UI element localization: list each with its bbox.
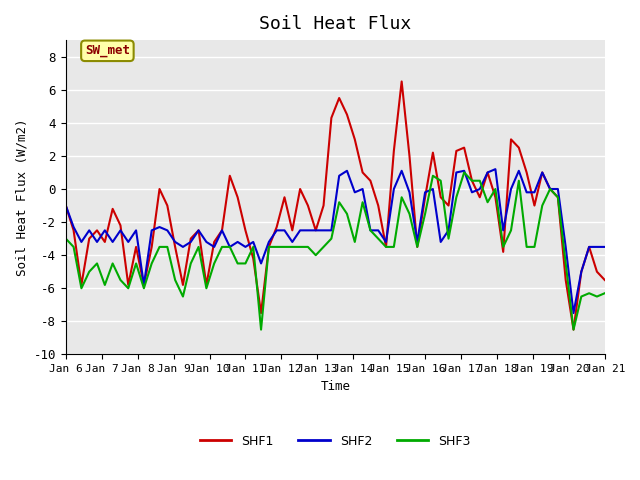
Y-axis label: Soil Heat Flux (W/m2): Soil Heat Flux (W/m2) bbox=[15, 119, 28, 276]
SHF3 bbox=[367, 228, 374, 233]
SHF1 bbox=[226, 173, 234, 179]
SHF3 bbox=[460, 169, 468, 175]
SHF1 bbox=[359, 169, 367, 175]
SHF2 bbox=[187, 239, 195, 245]
SHF2 bbox=[601, 244, 609, 250]
SHF1 bbox=[398, 79, 406, 84]
SHF3 bbox=[62, 236, 70, 241]
SHF3 bbox=[132, 261, 140, 266]
SHF3 bbox=[538, 203, 546, 208]
SHF2 bbox=[62, 203, 70, 208]
SHF2 bbox=[492, 166, 499, 172]
Text: SW_met: SW_met bbox=[85, 44, 130, 57]
SHF3 bbox=[601, 290, 609, 296]
SHF1 bbox=[570, 327, 577, 333]
Line: SHF1: SHF1 bbox=[66, 82, 605, 330]
SHF3 bbox=[296, 244, 304, 250]
SHF2 bbox=[289, 239, 296, 245]
SHF3 bbox=[187, 261, 195, 266]
SHF1 bbox=[187, 236, 195, 241]
SHF2 bbox=[359, 186, 367, 192]
Legend: SHF1, SHF2, SHF3: SHF1, SHF2, SHF3 bbox=[195, 430, 476, 453]
SHF2 bbox=[226, 244, 234, 250]
SHF1 bbox=[601, 277, 609, 283]
SHF1 bbox=[531, 203, 538, 208]
SHF1 bbox=[132, 244, 140, 250]
Title: Soil Heat Flux: Soil Heat Flux bbox=[259, 15, 412, 33]
SHF2 bbox=[570, 310, 577, 316]
Line: SHF2: SHF2 bbox=[66, 169, 605, 313]
SHF2 bbox=[531, 190, 538, 195]
X-axis label: Time: Time bbox=[320, 380, 350, 393]
SHF1 bbox=[289, 228, 296, 233]
SHF2 bbox=[132, 228, 140, 233]
SHF3 bbox=[257, 327, 265, 333]
Line: SHF3: SHF3 bbox=[66, 172, 605, 330]
SHF3 bbox=[226, 244, 234, 250]
SHF1 bbox=[62, 203, 70, 208]
